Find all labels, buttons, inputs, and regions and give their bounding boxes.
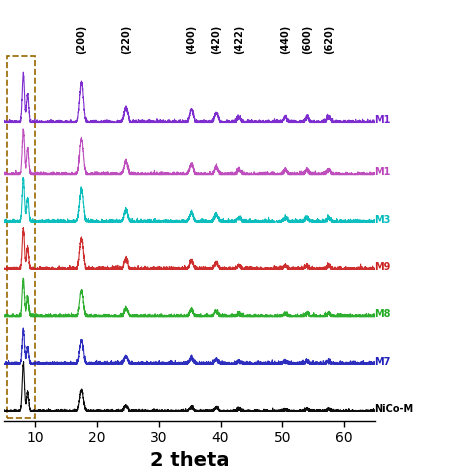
Bar — [7, 56, 35, 419]
Text: (422): (422) — [234, 25, 244, 54]
Text: (420): (420) — [211, 25, 221, 54]
Text: (620): (620) — [324, 25, 334, 54]
Text: M8: M8 — [374, 310, 390, 319]
Text: NiCo-M: NiCo-M — [374, 404, 413, 414]
Text: (200): (200) — [76, 25, 86, 54]
Text: (600): (600) — [302, 25, 312, 54]
Text: (440): (440) — [281, 25, 291, 54]
Text: M7: M7 — [374, 356, 390, 367]
Text: M1: M1 — [374, 115, 390, 125]
Text: (400): (400) — [186, 25, 196, 54]
Text: M3: M3 — [374, 215, 390, 225]
Text: M9: M9 — [374, 262, 390, 272]
X-axis label: 2 theta: 2 theta — [150, 451, 229, 470]
Text: (220): (220) — [121, 25, 131, 54]
Text: M1: M1 — [374, 167, 390, 177]
